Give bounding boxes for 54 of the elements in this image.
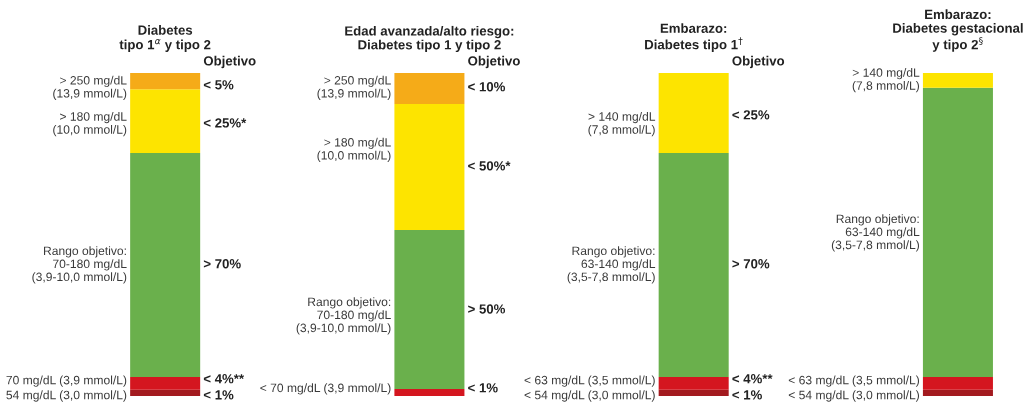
annotation: < 54 mg/dL (3,0 mmol/L): [788, 390, 920, 402]
annotation: < 25%*: [203, 118, 247, 128]
annotation: Rango objetivo: 70-180 mg/dL (3,9-10,0 mmol/L): [32, 246, 127, 284]
annotation: < 63 mg/dL (3,5 mmol/L): [524, 375, 655, 387]
annotation: 54 mg/dL (3,0 mmol/L): [6, 390, 127, 402]
annotation: Rango objetivo: 63-140 mg/dL (3,5-7,8 mmol/L): [831, 214, 920, 252]
text: Objetivo: [468, 55, 520, 69]
bar: [922, 87, 993, 377]
annotation: < 1%: [732, 390, 762, 400]
bar: [130, 389, 201, 396]
annotation: Rango objetivo: 70-180 mg/dL (3,9-10,0 mmol/L): [296, 297, 391, 335]
bar: [658, 389, 729, 396]
x-tick-label: Diabetes tipo 1$^{α}$ y tipo 2: [119, 25, 211, 52]
annotation: > 70%: [732, 259, 770, 269]
bar: [394, 104, 465, 230]
bar: [130, 73, 201, 90]
annotation: < 63 mg/dL (3,5 mmol/L): [788, 375, 920, 387]
annotation: > 250 mg/dL (13,9 mmol/L): [317, 75, 391, 100]
annotation: < 10%: [468, 82, 506, 92]
annotation: < 1%: [468, 383, 498, 393]
annotation: < 54 mg/dL (3,0 mmol/L): [524, 390, 655, 402]
annotation: > 180 mg/dL (10,0 mmol/L): [317, 137, 391, 163]
bar: [922, 73, 993, 88]
annotation: > 140 mg/dL (7,8 mmol/L): [852, 67, 920, 93]
bar: [658, 376, 729, 390]
bar: [658, 73, 729, 154]
annotation: < 4%**: [203, 374, 245, 384]
bar: [922, 376, 993, 390]
annotation: < 50%*: [468, 161, 511, 171]
x-tick-label: Edad avanzada/alto riesgo: Diabetes tipo 1 y tipo 2: [345, 25, 514, 52]
annotation: > 70%: [203, 259, 241, 269]
bar: [394, 229, 465, 389]
x-tick-label: Embarazo: Diabetes tipo 1$^{†}$: [645, 23, 743, 52]
text: Objetivo: [203, 55, 256, 69]
annotation: < 70 mg/dL (3,9 mmol/L): [260, 383, 391, 395]
annotation: < 4%**: [732, 374, 773, 384]
annotation: > 50%: [468, 304, 506, 314]
annotation: Rango objetivo: 63-140 mg/dL (3,5-7,8 mmol/L): [567, 246, 656, 284]
bar: [394, 73, 465, 105]
bar: [658, 153, 729, 377]
annotation: < 1%: [203, 390, 234, 400]
bar: [130, 376, 201, 390]
annotation: < 5%: [203, 80, 234, 90]
annotation: < 25%: [732, 110, 770, 120]
annotation: > 140 mg/dL (7,8 mmol/L): [588, 111, 656, 137]
bar: [394, 388, 465, 396]
annotation: 70 mg/dL (3,9 mmol/L): [6, 375, 127, 387]
text: Objetivo: [732, 55, 785, 69]
bar: [922, 389, 993, 396]
bar: [130, 89, 201, 154]
annotation: > 250 mg/dL (13,9 mmol/L): [53, 75, 127, 100]
x-tick-label: Embarazo: Diabetes gestacional y tipo 2$^{§}$: [893, 9, 1023, 52]
annotation: > 180 mg/dL (10,0 mmol/L): [53, 111, 127, 137]
bar: [130, 153, 201, 377]
